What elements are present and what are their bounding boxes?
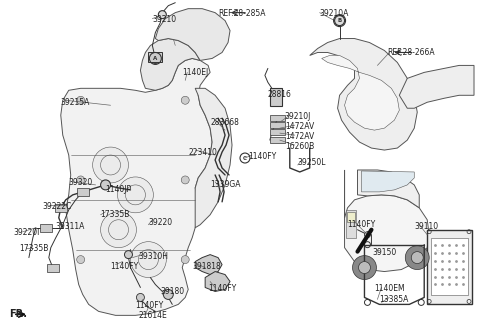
Text: 13385A: 13385A <box>379 296 409 304</box>
Circle shape <box>93 147 129 183</box>
Circle shape <box>359 262 371 274</box>
Circle shape <box>77 256 84 264</box>
Text: REF.28-285A: REF.28-285A <box>218 9 265 18</box>
Text: 39310H: 39310H <box>138 252 168 261</box>
Circle shape <box>101 180 110 190</box>
Text: C: C <box>243 155 247 160</box>
Bar <box>47 264 59 272</box>
Text: 17335B: 17335B <box>19 244 48 253</box>
Circle shape <box>136 294 144 301</box>
Circle shape <box>181 96 189 104</box>
Polygon shape <box>358 170 419 208</box>
Text: FR.: FR. <box>9 309 27 319</box>
Polygon shape <box>205 272 230 292</box>
Polygon shape <box>310 38 417 150</box>
Text: 39210A: 39210A <box>320 9 349 18</box>
Bar <box>270 129 285 135</box>
Text: 1472AV: 1472AV <box>285 132 314 141</box>
Circle shape <box>335 16 345 26</box>
Text: 1140FY: 1140FY <box>208 284 236 294</box>
Circle shape <box>101 212 136 248</box>
Text: 1140FY: 1140FY <box>110 262 139 271</box>
Text: 39220I: 39220I <box>13 228 39 237</box>
Bar <box>270 137 285 143</box>
Polygon shape <box>156 9 230 60</box>
Circle shape <box>118 177 154 213</box>
Text: 39320: 39320 <box>69 178 93 187</box>
Circle shape <box>158 10 166 19</box>
Text: 39215A: 39215A <box>61 98 90 107</box>
Circle shape <box>77 176 84 184</box>
Polygon shape <box>61 58 212 315</box>
Circle shape <box>364 232 371 238</box>
Circle shape <box>405 246 429 270</box>
Text: 21614E: 21614E <box>138 311 167 320</box>
Bar <box>55 204 67 212</box>
Circle shape <box>131 242 166 277</box>
Text: 1140JP: 1140JP <box>106 185 132 194</box>
Polygon shape <box>399 65 474 108</box>
Text: 1472AV: 1472AV <box>285 122 314 131</box>
Text: REF.28-266A: REF.28-266A <box>387 49 435 57</box>
Bar <box>270 88 282 106</box>
Circle shape <box>150 53 160 63</box>
Text: 16260B: 16260B <box>285 142 314 151</box>
Circle shape <box>411 252 423 264</box>
Text: 28816: 28816 <box>268 90 292 99</box>
Polygon shape <box>195 255 222 275</box>
Text: 39210J: 39210J <box>285 112 311 121</box>
Text: 1140EM: 1140EM <box>374 284 405 294</box>
Text: 39210: 39210 <box>152 15 177 24</box>
Polygon shape <box>322 55 399 130</box>
Text: 39150: 39150 <box>372 248 396 256</box>
Bar <box>40 224 52 232</box>
Bar <box>270 115 285 121</box>
Text: 1339GA: 1339GA <box>210 180 240 189</box>
Text: 39311A: 39311A <box>56 222 85 231</box>
Polygon shape <box>361 171 414 192</box>
Circle shape <box>124 251 132 258</box>
Bar <box>431 238 468 296</box>
Text: B: B <box>337 18 342 23</box>
Bar <box>347 212 355 222</box>
Text: 39220: 39220 <box>148 218 172 227</box>
Circle shape <box>181 256 189 264</box>
Text: 1140FY: 1140FY <box>248 152 276 161</box>
Text: 1140FY: 1140FY <box>348 220 376 229</box>
Circle shape <box>77 96 84 104</box>
Polygon shape <box>345 170 429 272</box>
Text: 1140EJ: 1140EJ <box>182 69 208 77</box>
Bar <box>148 52 162 62</box>
Polygon shape <box>141 38 200 90</box>
Text: 283668: 283668 <box>210 118 239 127</box>
Circle shape <box>163 290 173 299</box>
Text: 391818: 391818 <box>192 262 221 271</box>
Circle shape <box>352 256 376 279</box>
Circle shape <box>181 176 189 184</box>
Text: 1140FY: 1140FY <box>135 301 164 310</box>
Text: 39180: 39180 <box>160 287 184 297</box>
Bar <box>77 188 89 196</box>
Polygon shape <box>195 88 232 228</box>
Bar <box>427 230 472 304</box>
Text: A: A <box>153 56 157 61</box>
Text: 39110: 39110 <box>414 222 438 231</box>
Text: 39222C: 39222C <box>43 202 72 211</box>
Text: 39250L: 39250L <box>298 158 326 167</box>
Text: 17335B: 17335B <box>101 210 130 219</box>
Text: 223410: 223410 <box>188 148 217 157</box>
Bar <box>346 210 356 238</box>
Bar <box>270 122 285 128</box>
